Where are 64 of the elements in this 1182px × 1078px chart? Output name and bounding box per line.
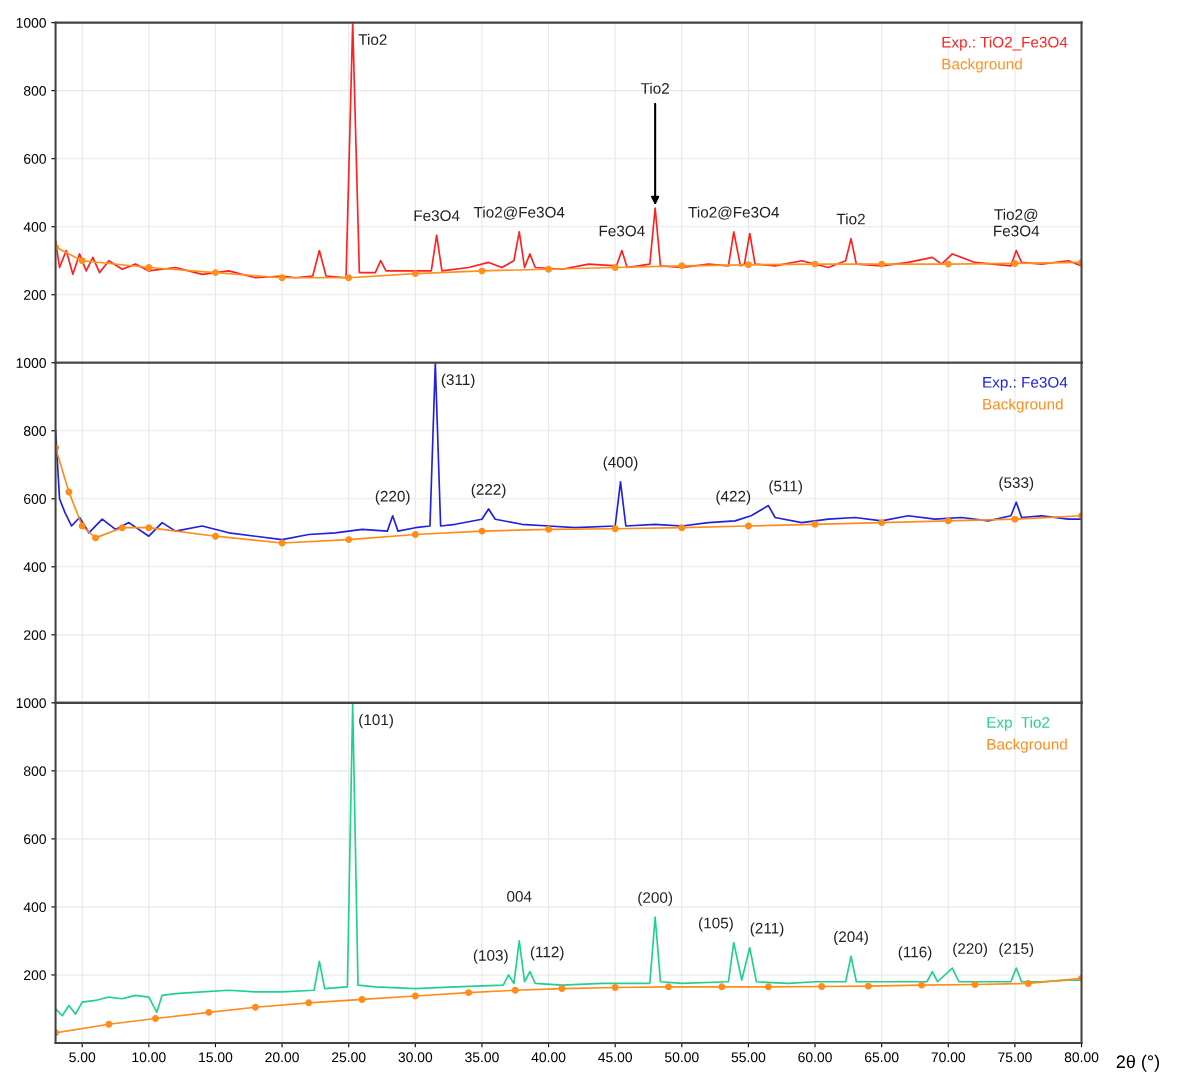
annotation: (311) <box>441 373 475 389</box>
x-tick-label: 30.00 <box>398 1052 433 1063</box>
y-tick-label: 800 <box>23 426 46 436</box>
y-tick-label: 800 <box>23 85 46 96</box>
text: Background <box>987 738 1067 753</box>
y-tick-label: 400 <box>23 562 46 572</box>
x-tick-label: 50.00 <box>664 1052 699 1063</box>
annotation: (215) <box>999 942 1034 958</box>
x-tick-label: 70.00 <box>931 1052 966 1063</box>
annotation: (400) <box>603 456 638 471</box>
annotation: Tio2@Fe3O4 <box>473 206 565 220</box>
x-tick-label: 75.00 <box>998 1052 1032 1063</box>
y-tick-label: 600 <box>24 834 46 845</box>
annotation: Tio2 <box>640 82 669 94</box>
y-tick-label: 800 <box>23 766 46 777</box>
y-tick-label: 400 <box>23 222 46 232</box>
text: Exp.: Fe3O4 <box>983 376 1068 391</box>
y-tick-label: 400 <box>23 902 46 913</box>
x-tick-label: 65.00 <box>864 1052 899 1063</box>
annotation: Tio2@Fe3O4 <box>688 206 779 220</box>
x-tick-label: 15.00 <box>199 1052 233 1063</box>
annotation: (112) <box>530 946 564 961</box>
x-tick-label: 45.00 <box>598 1052 633 1063</box>
y-tick-label: 1000 <box>16 358 46 368</box>
annotation: (105) <box>699 917 733 932</box>
annotation: (101) <box>359 713 393 729</box>
annotation: (211) <box>750 922 784 937</box>
x-tick-label: 35.00 <box>465 1052 499 1063</box>
x-tick-label: 80.00 <box>1064 1052 1099 1063</box>
annotation: (204) <box>834 930 868 946</box>
y-tick-label: 600 <box>24 494 46 504</box>
x-tick-label: 40.00 <box>531 1052 566 1063</box>
annotation: Fe3O4 <box>414 210 460 222</box>
text: Exp.: TiO2_Fe3O4 <box>942 36 1068 51</box>
annotation: Tio2@ Fe3O4 <box>994 208 1040 237</box>
annotation: (220) <box>375 490 410 505</box>
y-tick-label: 1000 <box>16 698 46 709</box>
y-tick-label: 200 <box>24 970 46 981</box>
annotation: (422) <box>716 490 751 505</box>
x-tick-label: 25.00 <box>332 1052 366 1063</box>
annotation: (200) <box>638 891 673 907</box>
text: Background <box>942 58 1022 73</box>
text: Exp Tio2 <box>987 716 1050 731</box>
annotation: Fe3O4 <box>599 225 645 237</box>
y-tick-label: 200 <box>24 630 46 640</box>
annotation: (103) <box>473 949 508 964</box>
annotation: (116) <box>898 946 932 961</box>
x-axis-title: 2θ (°) <box>1116 1054 1160 1072</box>
y-tick-label: 1000 <box>16 17 46 28</box>
annotation: (511) <box>769 480 802 495</box>
annotation: 004 <box>507 890 532 902</box>
annotation: Tio2 <box>358 33 387 45</box>
annotation: Tio2 <box>836 213 865 225</box>
y-tick-label: 600 <box>24 154 46 164</box>
x-tick-label: 20.00 <box>265 1052 299 1063</box>
x-tick-label: 5.00 <box>69 1052 96 1063</box>
x-tick-label: 55.00 <box>731 1052 766 1063</box>
y-tick-label: 200 <box>24 290 46 300</box>
annotation: (533) <box>999 476 1034 492</box>
x-tick-label: 10.00 <box>132 1052 166 1063</box>
annotation: (222) <box>471 483 506 498</box>
text: Background <box>983 398 1063 413</box>
annotation: (220) <box>953 942 987 958</box>
x-tick-label: 60.00 <box>798 1052 832 1063</box>
